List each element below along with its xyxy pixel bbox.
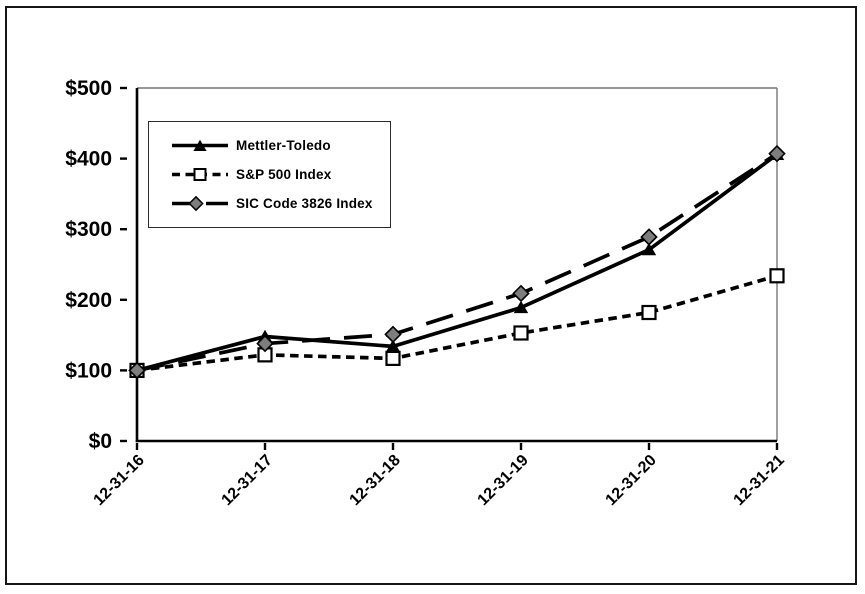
y-axis-tick-label: $100: [65, 359, 112, 382]
data-marker-diamond: [512, 284, 530, 303]
data-marker-square: [641, 304, 657, 321]
data-marker-diamond: [384, 325, 402, 344]
data-marker-diamond: [128, 361, 146, 380]
legend-swatch-dashed-square-icon: [172, 168, 228, 181]
data-marker-square: [385, 350, 401, 366]
legend-label-sp500: S&P 500 Index: [236, 167, 332, 182]
series-line-square: [136, 274, 778, 373]
figure-border: [5, 6, 857, 585]
data-marker-square: [769, 268, 785, 284]
legend-swatch-solid-triangle-icon: [172, 139, 228, 151]
legend-swatch-longdash-diamond-icon: [172, 195, 228, 212]
y-axis-tick-label: $500: [65, 77, 112, 100]
data-marker-triangle: [385, 339, 401, 352]
legend-item-mettler-toledo: Mettler-Toledo: [171, 137, 386, 154]
data-marker-diamond: [640, 228, 658, 246]
y-axis-tick-label: $300: [65, 218, 112, 241]
data-marker-diamond: [256, 334, 274, 353]
x-axis-tick-label: 12-31-20: [603, 452, 660, 509]
data-marker-triangle: [641, 242, 657, 256]
series-line-diamond: [136, 152, 779, 373]
legend-item-sic3826: SIC Code 3826 Index: [171, 195, 386, 212]
legend: Mettler-Toledo S&P 500 Index SIC Code 38…: [148, 121, 391, 228]
x-axis-tick-label: 12-31-19: [475, 452, 532, 509]
data-marker-triangle: [513, 300, 529, 314]
data-marker-diamond: [768, 144, 786, 163]
legend-label-mettler-toledo: Mettler-Toledo: [236, 138, 331, 153]
x-axis-tick-label: 12-31-18: [347, 452, 404, 509]
series-line-triangle: [136, 152, 779, 373]
legend-item-sp500: S&P 500 Index: [171, 166, 386, 183]
x-axis-tick-label: 12-31-16: [91, 452, 148, 509]
y-axis-tick-label: $200: [65, 289, 112, 312]
y-axis-tick-label: $0: [89, 430, 112, 453]
legend-label-sic3826: SIC Code 3826 Index: [236, 196, 373, 211]
data-marker-square: [513, 325, 529, 341]
y-axis-tick-label: $400: [65, 148, 112, 171]
x-axis-tick-label: 12-31-17: [219, 452, 276, 509]
x-axis-tick-label: 12-31-21: [731, 452, 788, 509]
